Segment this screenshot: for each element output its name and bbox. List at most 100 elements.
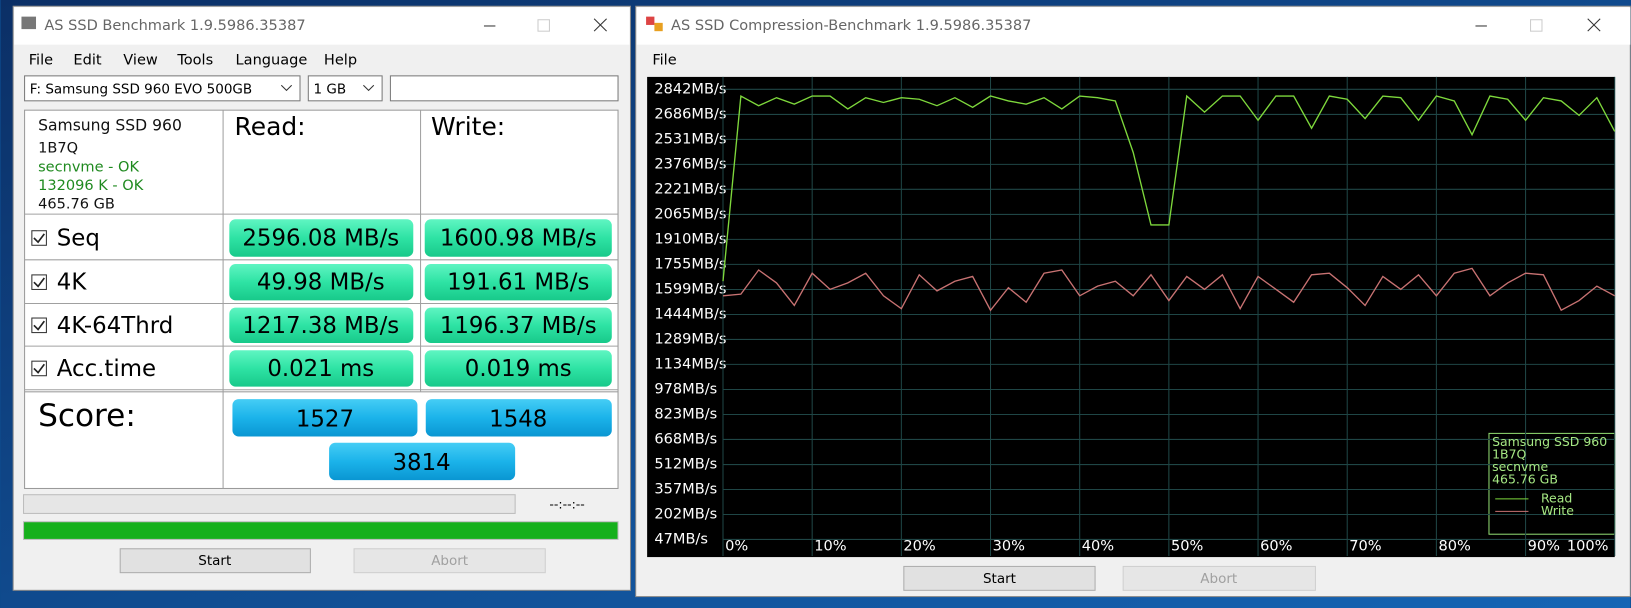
progress-bar bbox=[23, 494, 516, 514]
y-tick-label: 1755MB/s bbox=[654, 255, 726, 272]
write-result: 1600.98 MB/s bbox=[440, 226, 597, 252]
legend-info: Samsung SSD 960 bbox=[1492, 434, 1607, 449]
x-tick-label: 20% bbox=[903, 538, 936, 555]
close-button[interactable] bbox=[593, 18, 607, 32]
checkbox[interactable] bbox=[31, 230, 47, 246]
start-label: Start bbox=[983, 571, 1016, 587]
result-box bbox=[424, 307, 612, 343]
results-grid bbox=[24, 110, 619, 489]
drive-info: 132096 K - OK bbox=[38, 177, 144, 194]
y-tick-label: 823MB/s bbox=[654, 405, 717, 422]
y-tick-label: 2531MB/s bbox=[654, 130, 726, 147]
drive-info: Samsung SSD 960 bbox=[38, 116, 182, 134]
checkbox[interactable] bbox=[31, 317, 47, 334]
result-box bbox=[229, 219, 414, 257]
read-result: 0.021 ms bbox=[267, 356, 374, 382]
menu-item[interactable]: File bbox=[29, 51, 53, 68]
start-button[interactable] bbox=[119, 548, 311, 574]
y-tick-label: 1289MB/s bbox=[654, 330, 726, 347]
read-result: 49.98 MB/s bbox=[257, 270, 385, 296]
chart-area bbox=[647, 76, 1615, 558]
read-result: 1217.38 MB/s bbox=[242, 313, 399, 339]
right-window[interactable]: AS SSD Compression-Benchmark 1.9.5986.35… bbox=[635, 5, 1631, 598]
abort-label: Abort bbox=[1200, 571, 1237, 587]
dropdown-arrow bbox=[280, 84, 293, 92]
dropdown-arrow bbox=[363, 84, 375, 92]
score-read: 1527 bbox=[296, 406, 354, 432]
menu-item[interactable]: View bbox=[123, 51, 158, 68]
menu-item[interactable]: Edit bbox=[73, 51, 101, 68]
write-result: 1196.37 MB/s bbox=[440, 313, 597, 339]
x-tick-label: 60% bbox=[1260, 538, 1293, 555]
drive-select[interactable] bbox=[24, 75, 301, 102]
y-tick-label: 202MB/s bbox=[654, 505, 717, 522]
abort-label: Abort bbox=[431, 553, 468, 569]
y-tick-label: 1134MB/s bbox=[654, 355, 726, 372]
x-tick-label: 0% bbox=[725, 538, 748, 555]
menu-item[interactable]: Tools bbox=[176, 51, 213, 68]
checkmark bbox=[33, 277, 45, 288]
series-line bbox=[722, 267, 1616, 312]
legend-label: Read bbox=[1541, 490, 1572, 505]
legend-box bbox=[1488, 432, 1616, 535]
drive-select-text: F: Samsung SSD 960 EVO 500GB bbox=[30, 81, 252, 97]
x-tick-label: 40% bbox=[1082, 538, 1115, 555]
result-box bbox=[229, 263, 414, 301]
abort-button[interactable] bbox=[353, 548, 546, 574]
overall-progress bbox=[23, 521, 619, 540]
y-tick-label: 2376MB/s bbox=[654, 155, 726, 172]
drive-info: 465.76 GB bbox=[38, 196, 115, 213]
score-box bbox=[329, 442, 516, 481]
y-tick-label: 1444MB/s bbox=[654, 305, 726, 322]
score-total: 3814 bbox=[393, 450, 451, 476]
legend-label: Write bbox=[1541, 503, 1574, 518]
checkmark bbox=[33, 320, 45, 331]
drive-info: secnvme - OK bbox=[38, 158, 139, 175]
start-button[interactable] bbox=[903, 565, 1096, 591]
score-box bbox=[425, 399, 612, 437]
x-tick-label: 90% bbox=[1528, 538, 1561, 555]
title-bar bbox=[636, 7, 1631, 45]
start-label: Start bbox=[198, 553, 231, 569]
maximize-button[interactable] bbox=[1530, 19, 1543, 32]
y-tick-label: 2065MB/s bbox=[654, 205, 726, 222]
write-result: 0.019 ms bbox=[465, 356, 572, 382]
menu-item[interactable]: File bbox=[652, 51, 676, 68]
result-box bbox=[229, 350, 414, 387]
legend-info: 465.76 GB bbox=[1492, 472, 1558, 487]
text-box[interactable] bbox=[389, 75, 619, 102]
window-title: AS SSD Benchmark 1.9.5986.35387 bbox=[44, 17, 305, 34]
score-label: Score: bbox=[38, 398, 136, 434]
abort-button[interactable] bbox=[1122, 565, 1316, 591]
app-icon bbox=[646, 16, 655, 25]
legend-info: 1B7Q bbox=[1492, 447, 1526, 462]
maximize-button[interactable] bbox=[537, 19, 550, 32]
drive-info: 1B7Q bbox=[38, 140, 78, 157]
y-tick-label: 512MB/s bbox=[654, 456, 717, 473]
test-label: 4K-64Thrd bbox=[57, 313, 173, 339]
series-line bbox=[722, 94, 1616, 282]
read-result: 2596.08 MB/s bbox=[242, 226, 399, 252]
menu-item[interactable]: Language bbox=[236, 51, 308, 68]
size-select-text: 1 GB bbox=[314, 81, 347, 97]
test-label: 4K bbox=[57, 270, 88, 296]
title-bar bbox=[14, 7, 630, 45]
checkbox[interactable] bbox=[31, 360, 47, 377]
size-select[interactable] bbox=[307, 75, 383, 102]
result-box bbox=[424, 350, 612, 387]
y-tick-label: 978MB/s bbox=[654, 381, 717, 398]
y-tick-label: 668MB/s bbox=[654, 430, 717, 447]
y-tick-label: 1599MB/s bbox=[654, 280, 726, 297]
menu-item[interactable]: Help bbox=[324, 51, 357, 68]
x-tick-label: 10% bbox=[814, 538, 847, 555]
checkmark bbox=[33, 363, 45, 374]
app-icon bbox=[21, 16, 37, 30]
left-window[interactable]: AS SSD Benchmark 1.9.5986.35387 F: Samsu… bbox=[12, 5, 632, 591]
close-button[interactable] bbox=[1587, 18, 1601, 32]
window-title: AS SSD Compression-Benchmark 1.9.5986.35… bbox=[671, 17, 1031, 34]
test-label: Seq bbox=[57, 226, 100, 252]
result-box bbox=[229, 307, 414, 343]
checkbox[interactable] bbox=[31, 274, 47, 290]
